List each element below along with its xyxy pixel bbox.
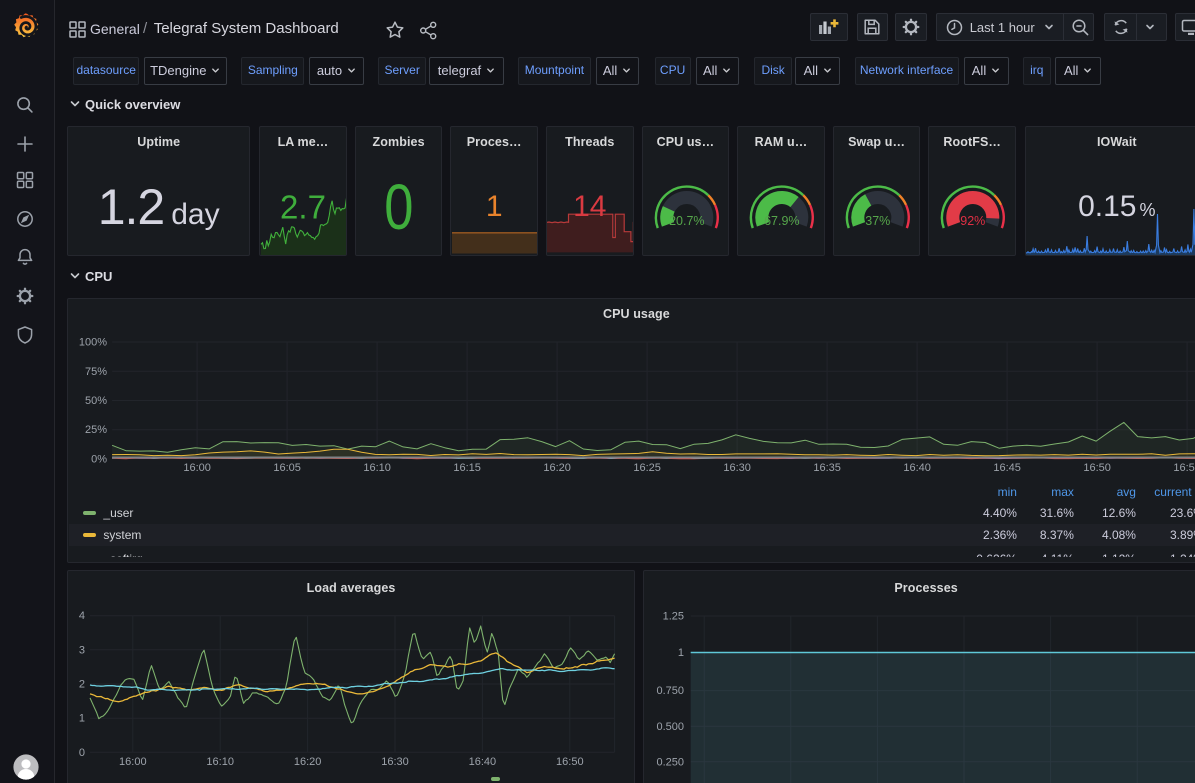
svg-text:16:50: 16:50 xyxy=(556,756,584,768)
svg-text:0.250: 0.250 xyxy=(657,756,685,768)
svg-text:16:15: 16:15 xyxy=(453,462,481,474)
svg-text:0%: 0% xyxy=(91,454,107,466)
svg-text:1: 1 xyxy=(79,713,85,725)
svg-text:16:30: 16:30 xyxy=(723,462,751,474)
svg-text:16:30: 16:30 xyxy=(381,756,409,768)
svg-text:67.9%: 67.9% xyxy=(764,214,799,228)
svg-text:92%: 92% xyxy=(961,214,986,228)
svg-text:20.7%: 20.7% xyxy=(669,214,704,228)
svg-text:16:45: 16:45 xyxy=(993,462,1021,474)
svg-text:3: 3 xyxy=(79,644,85,656)
svg-text:16:05: 16:05 xyxy=(273,462,301,474)
svg-text:0.500: 0.500 xyxy=(657,721,685,733)
svg-text:16:20: 16:20 xyxy=(294,756,322,768)
svg-text:16:00: 16:00 xyxy=(119,756,147,768)
svg-text:16:00: 16:00 xyxy=(183,462,211,474)
svg-text:16:55: 16:55 xyxy=(1173,462,1195,474)
svg-text:37%: 37% xyxy=(865,214,890,228)
svg-text:0: 0 xyxy=(79,747,85,759)
svg-text:50%: 50% xyxy=(85,395,107,407)
svg-text:16:20: 16:20 xyxy=(543,462,571,474)
svg-text:16:40: 16:40 xyxy=(903,462,931,474)
svg-text:75%: 75% xyxy=(85,366,107,378)
svg-text:16:25: 16:25 xyxy=(633,462,661,474)
svg-text:16:40: 16:40 xyxy=(469,756,497,768)
svg-text:16:10: 16:10 xyxy=(363,462,391,474)
svg-text:1.25: 1.25 xyxy=(663,611,684,623)
svg-text:4: 4 xyxy=(79,610,85,622)
svg-text:2: 2 xyxy=(79,679,85,691)
svg-text:16:10: 16:10 xyxy=(206,756,234,768)
svg-text:16:35: 16:35 xyxy=(813,462,841,474)
svg-text:1: 1 xyxy=(678,647,684,659)
svg-text:25%: 25% xyxy=(85,424,107,436)
svg-text:100%: 100% xyxy=(79,337,107,349)
svg-text:16:50: 16:50 xyxy=(1083,462,1111,474)
svg-text:0.750: 0.750 xyxy=(657,685,685,697)
